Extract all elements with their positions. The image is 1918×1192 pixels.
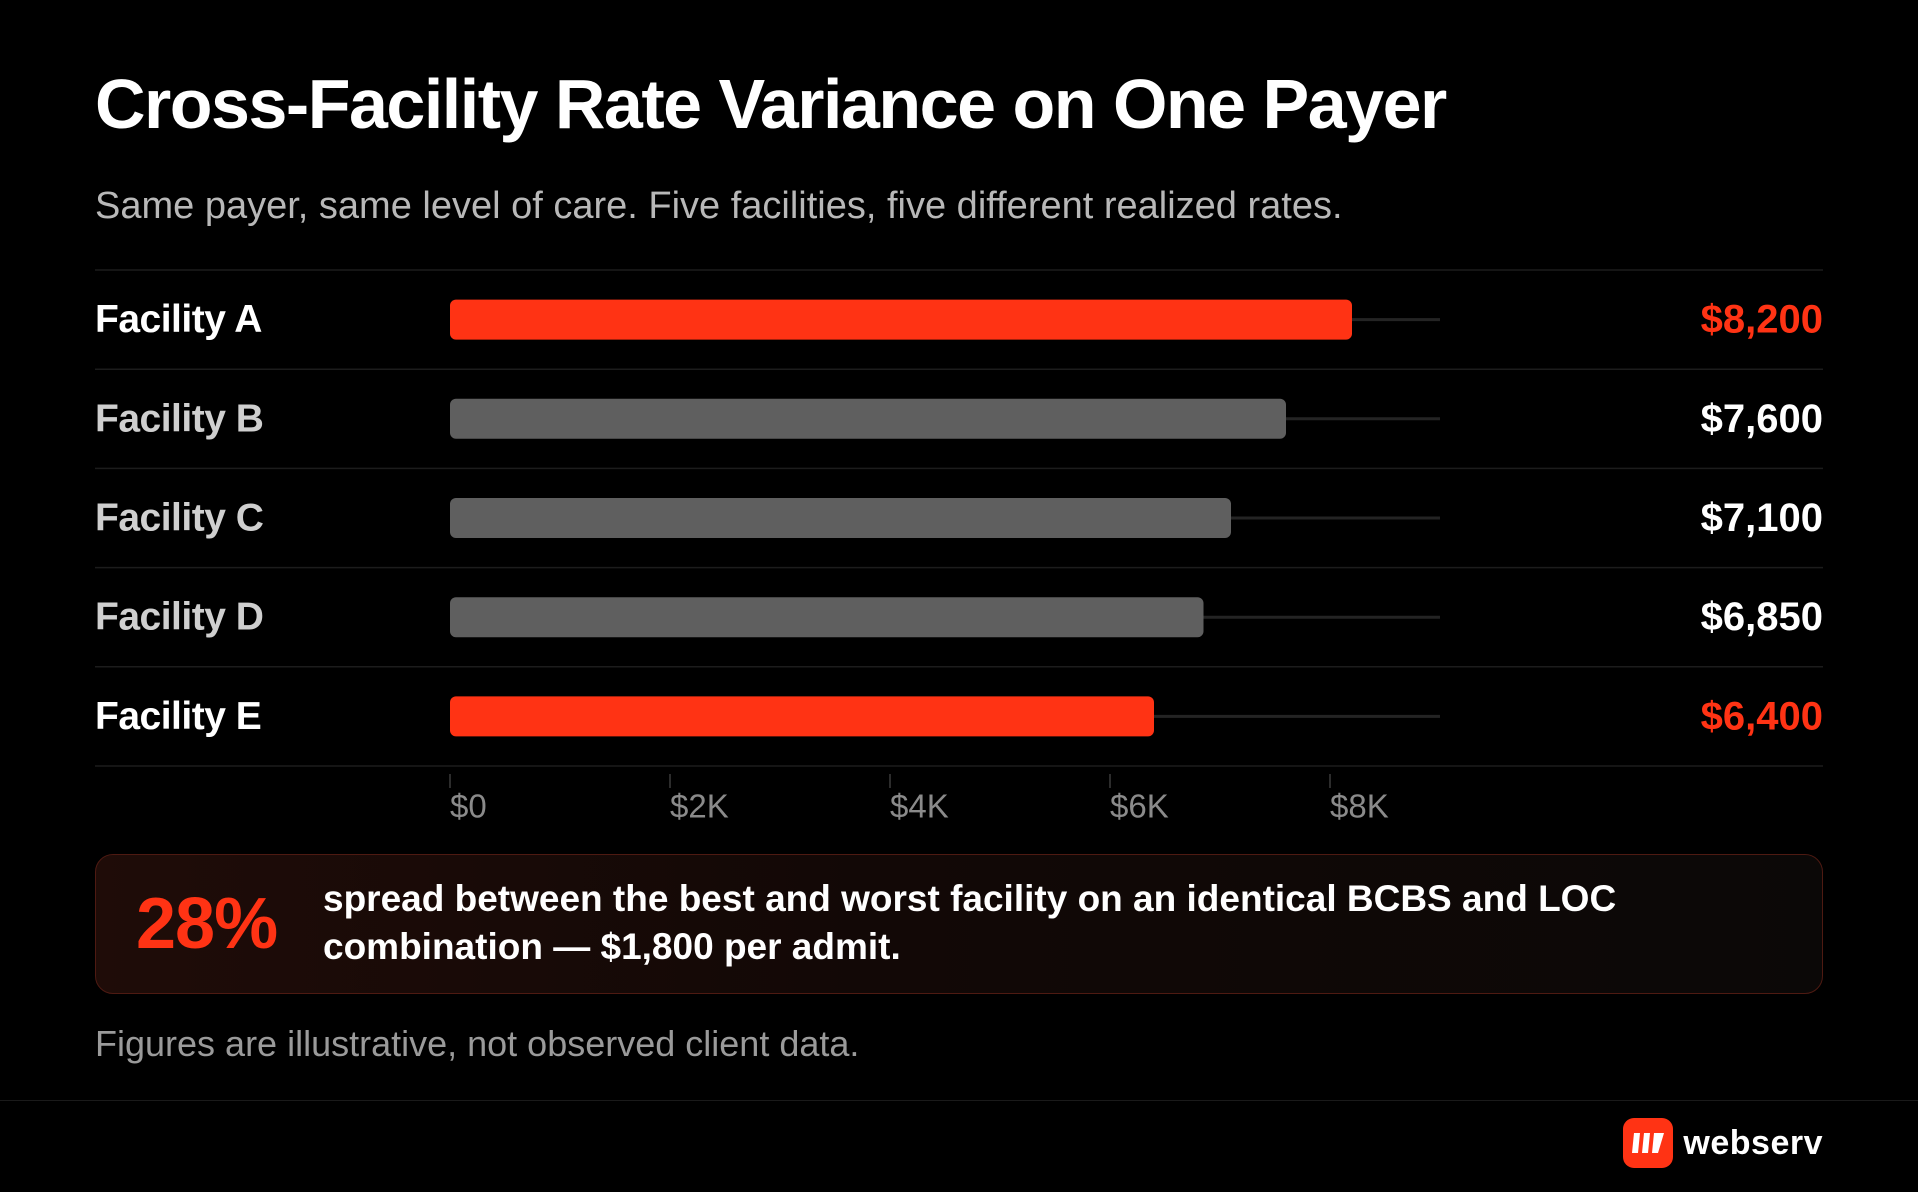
facility-value-label: $6,400 [1701,694,1823,738]
x-axis-tick-label: $0 [450,788,487,821]
webserv-logo-icon [1623,1118,1674,1168]
spread-description: spread between the best and worst facili… [323,878,1617,968]
facility-label: Facility A [95,298,262,341]
spread-callout: 28% spread between the best and worst fa… [95,854,1823,994]
brand-name: webserv [1683,1124,1823,1162]
brand-lockup: webserv [1623,1118,1823,1168]
page-title: Cross-Facility Rate Variance on One Paye… [95,65,1447,143]
page-subtitle: Same payer, same level of care. Five fac… [95,185,1343,227]
facility-label: Facility E [95,695,261,738]
facility-bar [450,299,1352,340]
illustrative-disclaimer: Figures are illustrative, not observed c… [95,1023,860,1064]
x-axis-tick-label: $8K [1330,788,1389,821]
x-axis-tick-label: $6K [1110,788,1169,821]
facility-bar [450,696,1154,737]
facility-bar [450,597,1204,638]
facility-value-label: $7,100 [1701,496,1823,540]
facility-bar [450,498,1231,538]
facility-value-label: $8,200 [1701,298,1823,342]
spread-percentage: 28% [136,884,278,964]
facility-bar [450,398,1286,439]
facility-rate-bar-chart: Facility A $8,200 Facility B $7,600 Facility… [95,269,1823,821]
facility-value-label: $7,600 [1701,397,1823,441]
footer-divider [0,1100,1918,1101]
x-axis-tick-label: $4K [890,788,949,821]
x-axis-tick-label: $2K [670,788,729,821]
facility-label: Facility C [95,497,264,540]
facility-value-label: $6,850 [1701,595,1823,639]
facility-label: Facility B [95,397,263,440]
facility-label: Facility D [95,596,263,639]
